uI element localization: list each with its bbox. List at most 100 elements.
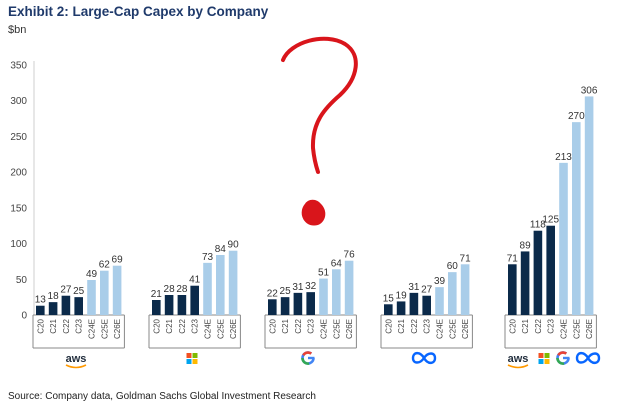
category-label: C22 bbox=[294, 318, 303, 333]
aws-logo: aws bbox=[65, 353, 87, 369]
bar-value-label: 18 bbox=[48, 291, 60, 302]
bar-value-label: 71 bbox=[460, 253, 472, 264]
google-arc bbox=[556, 357, 565, 365]
bar bbox=[448, 272, 457, 315]
category-label: C20 bbox=[384, 318, 393, 333]
ms-square bbox=[186, 353, 192, 358]
bar bbox=[559, 162, 568, 315]
bar bbox=[460, 264, 470, 315]
bar-value-label: 41 bbox=[189, 275, 201, 286]
bar bbox=[344, 260, 354, 315]
bar bbox=[152, 300, 161, 315]
bar-value-label: 306 bbox=[581, 85, 598, 96]
ms-square bbox=[544, 353, 550, 358]
category-label: C25E bbox=[332, 319, 341, 339]
bar bbox=[280, 297, 290, 315]
bar-value-label: 27 bbox=[60, 285, 72, 296]
category-label: C25E bbox=[572, 319, 581, 339]
y-tick-label: 250 bbox=[10, 132, 27, 143]
bar bbox=[584, 96, 594, 315]
bar bbox=[36, 305, 45, 315]
aws-smile bbox=[507, 364, 529, 369]
y-tick-label: 150 bbox=[10, 203, 27, 214]
bar-value-label: 125 bbox=[542, 215, 559, 226]
bar-value-label: 49 bbox=[86, 269, 98, 280]
category-label: C20 bbox=[152, 318, 161, 333]
category-label: C22 bbox=[410, 318, 419, 333]
category-label: C26E bbox=[585, 319, 594, 339]
category-label: C25E bbox=[216, 319, 225, 339]
bar bbox=[100, 270, 109, 315]
category-label: C25E bbox=[448, 319, 457, 339]
category-label: C26E bbox=[461, 319, 470, 339]
bar bbox=[164, 295, 174, 315]
category-label: C21 bbox=[49, 318, 58, 333]
bar bbox=[228, 250, 238, 315]
bar-group-5: 71 C20 89 C21 118 C22 125 C23 213 C24E 270 C25E 306 C… bbox=[504, 85, 598, 349]
bar-value-label: 32 bbox=[305, 281, 317, 292]
category-label: C22 bbox=[62, 318, 71, 333]
category-label: C20 bbox=[268, 318, 277, 333]
ms-square bbox=[538, 359, 544, 364]
bar bbox=[74, 297, 83, 315]
ms-square bbox=[192, 359, 198, 364]
unit-label: $bn bbox=[8, 24, 27, 36]
bar bbox=[546, 225, 555, 315]
bar-value-label: 39 bbox=[434, 276, 446, 287]
bar-value-label: 28 bbox=[164, 284, 176, 295]
bar bbox=[332, 269, 341, 315]
bar-value-label: 27 bbox=[421, 285, 433, 296]
aws-microsoft-google-meta-logos: aws bbox=[507, 351, 601, 369]
category-label: C26E bbox=[229, 319, 238, 339]
bar bbox=[508, 264, 517, 315]
bar-value-label: 90 bbox=[228, 240, 240, 251]
bar-value-label: 22 bbox=[267, 288, 279, 299]
bar-value-label: 84 bbox=[215, 244, 227, 255]
aws-text: aws bbox=[508, 353, 529, 365]
category-label: C23 bbox=[423, 318, 432, 333]
bar bbox=[520, 251, 530, 315]
bar-value-label: 21 bbox=[151, 289, 163, 300]
bar-value-label: 213 bbox=[555, 152, 572, 163]
category-label: C23 bbox=[307, 318, 316, 333]
category-label: C23 bbox=[191, 318, 200, 333]
red-question-mark bbox=[281, 36, 358, 226]
bar-group-4: 15 C20 19 C21 31 C22 27 C23 39 C24E 60 C25E 71 C26E bbox=[380, 253, 473, 349]
ms-square bbox=[192, 353, 198, 358]
category-label: C25E bbox=[100, 319, 109, 339]
aws-smile bbox=[65, 364, 87, 369]
y-tick-label: 350 bbox=[10, 61, 27, 72]
bar bbox=[203, 262, 212, 315]
y-tick-label: 200 bbox=[10, 168, 27, 179]
category-label: C24E bbox=[320, 319, 329, 339]
google-arc bbox=[302, 351, 313, 357]
bar-value-label: 31 bbox=[292, 282, 304, 293]
bar-value-label: 71 bbox=[507, 253, 519, 264]
capex-bar-chart: 0 50 100 150 200 250 300 350 13 C20 18 C21 27 C22 25 C… bbox=[10, 36, 601, 369]
category-label: C24E bbox=[88, 319, 97, 339]
bar-value-label: 89 bbox=[520, 240, 532, 251]
bar bbox=[435, 287, 444, 315]
bar bbox=[533, 230, 543, 315]
category-label: C23 bbox=[547, 318, 556, 333]
meta-logo bbox=[411, 351, 437, 365]
category-label: C24E bbox=[560, 319, 569, 339]
bar bbox=[306, 292, 315, 315]
source-note: Source: Company data, Goldman Sachs Glob… bbox=[8, 391, 316, 402]
bar bbox=[572, 122, 581, 316]
y-tick-label: 0 bbox=[21, 311, 27, 322]
ms-square bbox=[544, 359, 550, 364]
google-arc bbox=[557, 351, 568, 357]
y-tick-label: 100 bbox=[10, 239, 27, 250]
meta-loop bbox=[575, 351, 601, 365]
ms-square bbox=[186, 359, 192, 364]
bar-value-label: 15 bbox=[383, 293, 395, 304]
bar-value-label: 62 bbox=[99, 260, 111, 271]
category-label: C20 bbox=[508, 318, 517, 333]
bar bbox=[177, 295, 187, 315]
bar bbox=[87, 280, 96, 315]
category-label: C24E bbox=[204, 319, 213, 339]
y-tick-label: 50 bbox=[16, 275, 28, 286]
category-label: C22 bbox=[178, 318, 187, 333]
bar bbox=[396, 301, 406, 315]
